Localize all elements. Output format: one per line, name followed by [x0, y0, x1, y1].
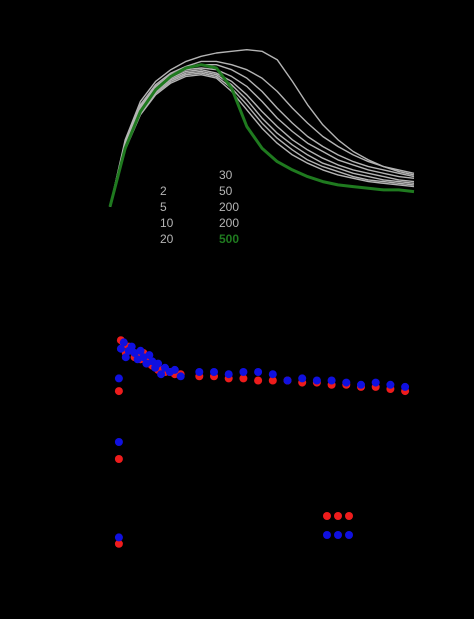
blue-data-point: [342, 378, 351, 387]
legend-label: 30: [219, 168, 233, 182]
red-data-point: [114, 455, 123, 463]
legend-label-highlight: 500: [219, 232, 239, 246]
legend-label: 50: [219, 184, 233, 198]
blue-data-point: [298, 374, 307, 383]
legend-label: 20: [160, 232, 174, 246]
blue-data-point: [136, 346, 145, 355]
gray-series-line: [109, 73, 415, 207]
blue-data-point: [114, 374, 123, 383]
blue-data-point: [239, 368, 248, 376]
blue-data-point: [170, 365, 179, 374]
legend-label: 200: [219, 216, 239, 230]
blue-data-point: [283, 376, 292, 385]
blue-data-point: [116, 344, 125, 353]
legend-marker-blue: [345, 531, 353, 539]
legend-marker-red: [323, 512, 331, 520]
top-legend: 2 5 10 20 30 50 200 200 500: [160, 168, 239, 246]
blue-data-point: [357, 380, 365, 389]
legend-label: 200: [219, 200, 239, 214]
blue-data-point: [401, 382, 410, 391]
blue-data-point: [114, 438, 123, 446]
gray-series-line: [109, 49, 415, 207]
blue-data-point: [224, 370, 233, 379]
bottom-scatter-chart: [114, 336, 410, 548]
gray-series-line: [109, 63, 415, 207]
gray-series-line: [109, 70, 415, 207]
red-data-point: [268, 376, 277, 385]
blue-data-point: [119, 338, 128, 347]
legend-marker-blue: [323, 531, 331, 539]
blue-data-point: [254, 368, 263, 376]
blue-data-point: [210, 368, 218, 376]
red-data-point: [254, 376, 263, 385]
blue-data-point: [121, 353, 130, 362]
legend-label: 5: [160, 200, 167, 214]
top-line-chart: [108, 49, 415, 208]
legend-label: 10: [160, 216, 174, 230]
legend-marker-red: [345, 512, 353, 520]
blue-data-point: [327, 376, 336, 385]
red-data-point: [114, 539, 123, 548]
red-data-point: [114, 387, 123, 396]
legend-marker-red: [334, 512, 342, 520]
legend-label: 2: [160, 184, 167, 198]
highlight-series-line: [108, 63, 415, 208]
gray-series-line: [109, 60, 415, 207]
blue-data-point: [127, 342, 136, 351]
blue-data-point: [176, 372, 185, 381]
bottom-legend: [323, 512, 353, 539]
blue-data-point: [145, 351, 154, 360]
blue-data-point: [154, 359, 163, 368]
red-data-point: [239, 374, 248, 383]
blue-data-point: [195, 368, 204, 376]
blue-data-point: [114, 533, 123, 542]
blue-data-point: [312, 376, 321, 385]
legend-marker-blue: [334, 531, 342, 539]
blue-data-point: [268, 370, 277, 379]
blue-data-point: [386, 380, 395, 389]
blue-data-point: [157, 370, 166, 379]
gray-series-line: [109, 72, 415, 207]
blue-data-point: [371, 378, 380, 387]
